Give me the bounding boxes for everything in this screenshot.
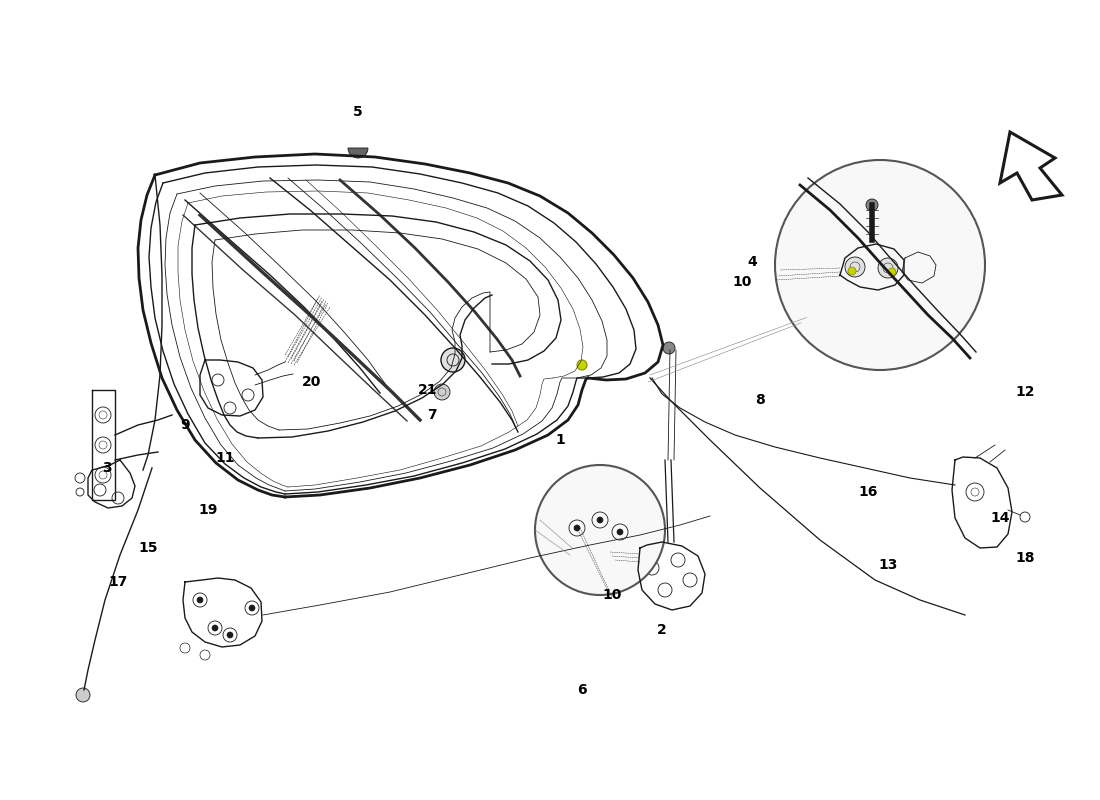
Circle shape <box>574 525 580 531</box>
Text: 11: 11 <box>216 451 234 465</box>
Circle shape <box>845 257 865 277</box>
Text: 20: 20 <box>302 375 321 389</box>
Circle shape <box>212 625 218 631</box>
Circle shape <box>878 258 898 278</box>
Circle shape <box>227 632 233 638</box>
Text: 5: 5 <box>353 105 363 119</box>
Wedge shape <box>348 148 369 158</box>
Circle shape <box>776 160 984 370</box>
Circle shape <box>663 342 675 354</box>
Circle shape <box>848 267 856 275</box>
Circle shape <box>76 688 90 702</box>
Text: 2: 2 <box>657 623 667 637</box>
Text: 16: 16 <box>858 485 878 499</box>
Text: 7: 7 <box>427 408 437 422</box>
Text: 14: 14 <box>990 511 1010 525</box>
Text: 9: 9 <box>180 418 190 432</box>
Circle shape <box>888 268 896 276</box>
Text: 1: 1 <box>556 433 565 447</box>
Circle shape <box>434 384 450 400</box>
Text: 15: 15 <box>139 541 157 555</box>
Text: 10: 10 <box>733 275 751 289</box>
Polygon shape <box>1000 132 1062 200</box>
Text: 4: 4 <box>747 255 757 269</box>
Text: 21: 21 <box>418 383 438 397</box>
Text: 6: 6 <box>578 683 586 697</box>
Circle shape <box>441 348 465 372</box>
Text: 19: 19 <box>198 503 218 517</box>
Text: 12: 12 <box>1015 385 1035 399</box>
Circle shape <box>197 597 204 603</box>
Text: 17: 17 <box>108 575 128 589</box>
Text: 3: 3 <box>102 461 112 475</box>
Circle shape <box>597 517 603 523</box>
Text: 10: 10 <box>603 588 622 602</box>
Text: 13: 13 <box>878 558 898 572</box>
Circle shape <box>578 360 587 370</box>
Circle shape <box>866 199 878 211</box>
Text: 8: 8 <box>755 393 764 407</box>
Circle shape <box>617 529 623 535</box>
Circle shape <box>249 605 255 611</box>
Text: 18: 18 <box>1015 551 1035 565</box>
Circle shape <box>535 465 666 595</box>
